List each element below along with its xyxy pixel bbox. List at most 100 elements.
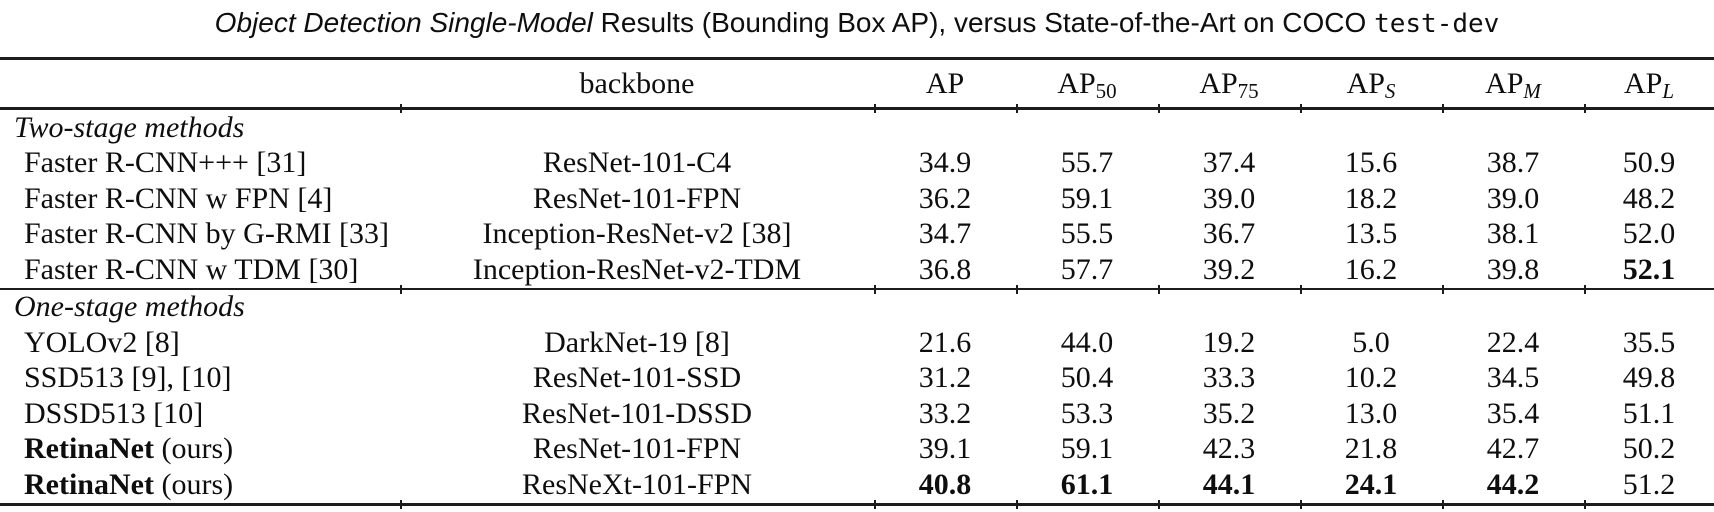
value-cell: 38.7 (1486, 146, 1540, 180)
value-cell: 34.9 (918, 146, 972, 180)
header-subscript: M (1523, 79, 1541, 104)
column-separator-tick (874, 104, 876, 113)
column-separator-tick (1016, 499, 1018, 509)
value-cell: 61.1 (1060, 467, 1114, 501)
value-cell: 59.1 (1060, 432, 1114, 466)
column-separator-tick (1016, 284, 1018, 294)
header-subscript: S (1384, 79, 1396, 104)
method-name: DSSD513 [10] (24, 396, 204, 430)
table-row: Faster R-CNN+++ [31] ResNet-101-C4 34.9 55.… (0, 146, 1714, 182)
value-cell: 50.2 (1622, 432, 1676, 466)
value-cell: 39.8 (1486, 252, 1540, 286)
table-row: YOLOv2 [8] DarkNet-19 [8] 21.6 44.0 19.2 5.0 2… (0, 325, 1714, 361)
column-separator-tick (1158, 499, 1160, 509)
method-name-bold: RetinaNet (24, 467, 154, 501)
header-subscript: L (1662, 79, 1675, 104)
value-cell: 59.1 (1060, 181, 1114, 215)
backbone-cell: ResNet-101-FPN (532, 181, 742, 215)
header-label: AP (1346, 66, 1385, 100)
value-cell: 50.4 (1060, 361, 1114, 395)
column-separator-tick (1584, 284, 1586, 294)
rule-below-header (0, 104, 1714, 113)
caption-regular-part: Results (Bounding Box AP), versus State-… (592, 7, 1375, 38)
table-row: RetinaNet (ours) ResNet-101-FPN 39.1 59.1 42… (0, 432, 1714, 468)
rule-section-divider (0, 284, 1714, 294)
backbone-cell: ResNeXt-101-FPN (522, 467, 752, 501)
value-cell: 44.1 (1202, 467, 1256, 501)
backbone-cell: Inception-ResNet-v2 [38] (482, 217, 792, 251)
value-cell: 44.0 (1060, 325, 1114, 359)
backbone-cell: ResNet-101-DSSD (522, 396, 752, 430)
value-cell: 24.1 (1344, 467, 1398, 501)
value-cell: 22.4 (1486, 325, 1540, 359)
col-header-ap75: AP75 (1158, 66, 1300, 102)
header-label: backbone (579, 66, 695, 100)
value-cell: 34.7 (918, 217, 972, 251)
backbone-cell: ResNet-101-C4 (542, 146, 732, 180)
column-separator-tick (1016, 104, 1018, 113)
column-separator-tick (400, 284, 402, 294)
value-cell: 33.2 (918, 396, 972, 430)
method-name: (ours) (153, 432, 234, 466)
caption-italic-part: Object Detection Single-Model (214, 7, 593, 38)
method-name: Faster R-CNN+++ [31] (24, 146, 307, 180)
value-cell: 35.5 (1622, 325, 1676, 359)
section-label: Two-stage methods (14, 110, 245, 144)
value-cell: 53.3 (1060, 396, 1114, 430)
section-label: One-stage methods (14, 290, 245, 324)
header-label: AP (1199, 66, 1238, 100)
method-name: Faster R-CNN w TDM [30] (24, 252, 359, 286)
section-header-row: One-stage methods (0, 290, 1714, 326)
value-cell: 31.2 (918, 361, 972, 395)
method-cell: Faster R-CNN w FPN [4] (0, 181, 400, 215)
method-name: YOLOv2 [8] (24, 325, 180, 359)
value-cell: 51.2 (1622, 467, 1676, 501)
value-cell: 39.2 (1202, 252, 1256, 286)
value-cell: 36.8 (918, 252, 972, 286)
column-separator-tick (874, 284, 876, 294)
column-separator-tick (1158, 104, 1160, 113)
value-cell: 5.0 (1352, 325, 1390, 359)
column-separator-tick (1584, 104, 1586, 113)
value-cell: 36.2 (918, 181, 972, 215)
method-cell: YOLOv2 [8] (0, 325, 400, 359)
value-cell: 10.2 (1344, 361, 1398, 395)
col-header-ap: AP (874, 68, 1016, 99)
method-name: Faster R-CNN w FPN [4] (24, 181, 333, 215)
col-header-backbone: backbone (400, 66, 874, 100)
value-cell: 39.0 (1486, 181, 1540, 215)
value-cell: 33.3 (1202, 361, 1256, 395)
value-cell: 37.4 (1202, 146, 1256, 180)
table-row: Faster R-CNN by G-RMI [33] Inception-ResN… (0, 217, 1714, 253)
table-row: RetinaNet (ours) ResNeXt-101-FPN 40.8 61.1 4… (0, 467, 1714, 503)
col-header-apm: APM (1442, 68, 1584, 102)
value-cell: 38.1 (1486, 217, 1540, 251)
col-header-apl: APL (1584, 68, 1714, 102)
value-cell: 18.2 (1344, 181, 1398, 215)
header-subscript: 75 (1237, 79, 1259, 104)
table-body: Two-stage methods Faster R-CNN+++ [31] Res… (0, 110, 1714, 503)
column-separator-tick (1442, 104, 1444, 113)
method-cell: DSSD513 [10] (0, 396, 400, 430)
column-separator-tick (1300, 104, 1302, 113)
value-cell: 19.2 (1202, 325, 1256, 359)
rule-bottom (0, 499, 1714, 509)
method-name: (ours) (153, 467, 234, 501)
method-cell: Faster R-CNN by G-RMI [33] (0, 219, 400, 249)
column-separator-tick (1442, 284, 1444, 294)
value-cell: 15.6 (1344, 146, 1398, 180)
value-cell: 50.9 (1622, 146, 1676, 180)
value-cell: 21.6 (918, 325, 972, 359)
backbone-cell: ResNet-101-SSD (532, 361, 742, 395)
table-row: Faster R-CNN w FPN [4] ResNet-101-FPN 36.2… (0, 181, 1714, 217)
table-row: SSD513 [9], [10] ResNet-101-SSD 31.2 50.4 33… (0, 361, 1714, 397)
table-row: Faster R-CNN w TDM [30] Inception-ResNet-… (0, 252, 1714, 288)
table-row: DSSD513 [10] ResNet-101-DSSD 33.2 53.3 35.2 1… (0, 396, 1714, 432)
column-separator-tick (1584, 499, 1586, 509)
value-cell: 35.2 (1202, 396, 1256, 430)
col-header-aps: APS (1300, 66, 1442, 102)
column-separator-tick (1300, 499, 1302, 509)
rule-top (0, 57, 1714, 60)
value-cell: 36.7 (1202, 217, 1256, 251)
